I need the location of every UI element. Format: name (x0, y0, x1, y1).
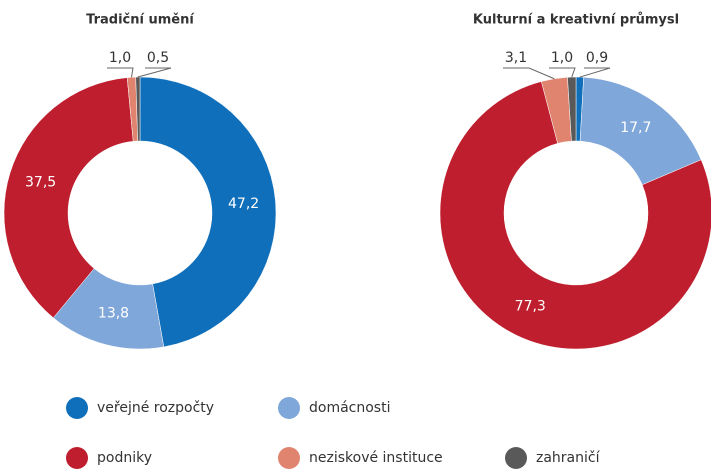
legend-label: zahraničí (536, 450, 601, 466)
legend-label: veřejné rozpočty (97, 400, 214, 416)
legend-label: domácnosti (309, 400, 390, 416)
data-label: 1,0 (109, 50, 131, 66)
leader-line (137, 67, 172, 78)
legend-label: neziskové instituce (309, 450, 443, 466)
data-label: 0,5 (147, 50, 169, 66)
data-label: 0,9 (586, 50, 608, 66)
donut-slice (139, 76, 277, 348)
data-label: 13,8 (98, 306, 129, 322)
legend-swatch (66, 447, 88, 469)
legend-swatch (278, 397, 300, 419)
donut-slice (567, 76, 577, 142)
donut-slice (3, 77, 134, 319)
chart-title: Kulturní a kreativní průmysl (473, 13, 679, 28)
data-label: 47,2 (228, 196, 259, 212)
data-label: 1,0 (551, 50, 573, 66)
donut-slice (135, 76, 141, 142)
leader-line (549, 67, 576, 78)
leader-line (503, 67, 555, 80)
leader-line (579, 67, 611, 78)
data-label: 17,7 (620, 120, 651, 136)
chart-title: Tradiční umění (86, 13, 195, 28)
legend-label: podniky (97, 450, 152, 466)
data-label: 37,5 (25, 174, 56, 190)
data-label: 3,1 (505, 50, 527, 66)
legend-swatch (66, 397, 88, 419)
leader-line (107, 67, 134, 78)
legend-swatch (278, 447, 300, 469)
data-label: 77,3 (515, 298, 546, 314)
legend-swatch (505, 447, 527, 469)
donut-slice (439, 81, 711, 350)
